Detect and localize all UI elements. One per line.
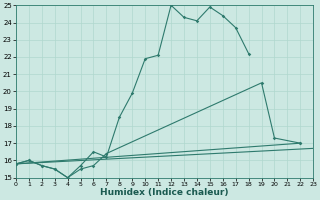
X-axis label: Humidex (Indice chaleur): Humidex (Indice chaleur) xyxy=(100,188,229,197)
